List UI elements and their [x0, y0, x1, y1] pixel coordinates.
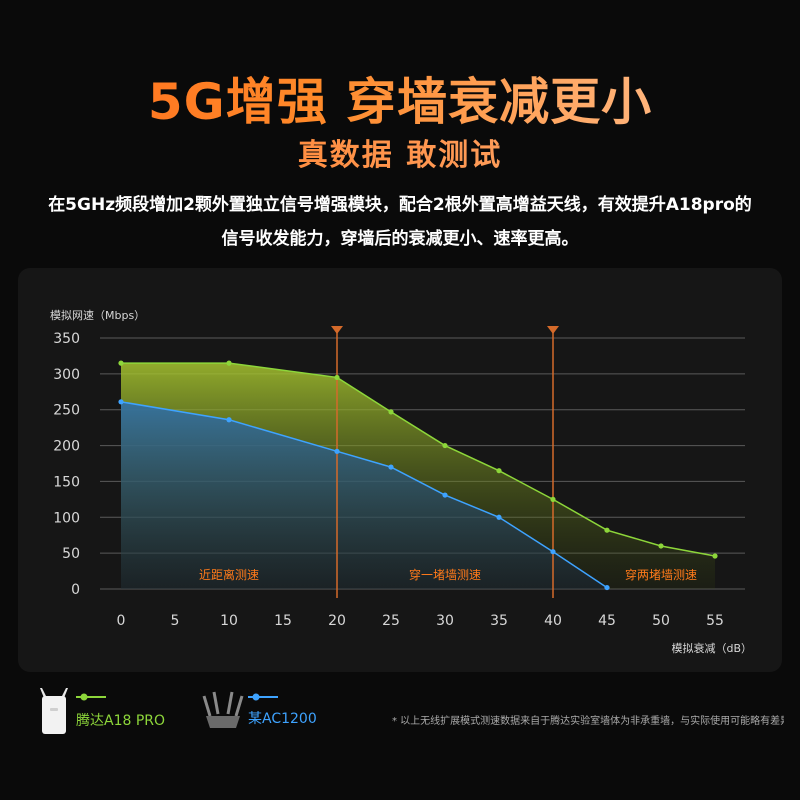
- y-tick-label: 250: [53, 403, 80, 419]
- data-point-ac1200: [496, 514, 502, 520]
- x-tick-label: 25: [382, 613, 400, 629]
- data-point-a18: [226, 360, 232, 366]
- router-icon: [40, 688, 68, 734]
- data-point-a18: [442, 442, 448, 449]
- x-tick-label: 45: [598, 613, 616, 629]
- zone-label: 近距离测速: [199, 567, 259, 582]
- data-point-a18: [550, 496, 556, 502]
- data-point-a18: [334, 374, 340, 381]
- x-tick-label: 55: [706, 613, 724, 629]
- data-point-ac1200: [604, 584, 610, 591]
- series-line-ac1200: [120, 401, 608, 589]
- router-antenna-icon: [202, 691, 244, 728]
- x-tick-label: 20: [328, 613, 346, 629]
- y-tick-label: 50: [62, 546, 80, 562]
- data-point-a18: [604, 527, 610, 533]
- data-point-a18: [496, 468, 502, 474]
- y-tick-label: 0: [71, 582, 80, 598]
- speed-chart: 0 50 100 150 200 250 300 350 0 5 10 15 20 25 30 35 40 45 5…: [50, 308, 752, 655]
- x-axis-label: 模拟衰减（dB）: [671, 641, 752, 655]
- y-tick-label: 350: [53, 331, 80, 347]
- legend-item-a18: 腾达A18 PRO: [34, 682, 214, 742]
- x-tick-label: 50: [652, 613, 670, 629]
- data-point-a18: [388, 409, 394, 415]
- y-axis-label: 模拟网速（Mbps）: [50, 308, 145, 322]
- legend-swatch-a18: [76, 693, 106, 701]
- legend-label-ac1200: 某AC1200: [248, 711, 317, 727]
- description: 在5GHz频段增加2颗外置独立信号增强模块，配合2根外置高增益天线，有效提升A1…: [48, 195, 752, 249]
- x-tick-label: 30: [436, 613, 454, 629]
- area-ac1200: [121, 401, 607, 589]
- data-point-ac1200: [442, 492, 448, 498]
- data-point-a18: [658, 543, 664, 549]
- data-point-a18: [712, 553, 718, 559]
- y-tick-label: 150: [53, 474, 80, 490]
- zone-label: 穿一堵墙测速: [409, 567, 481, 582]
- x-tick-label: 35: [490, 613, 508, 629]
- legend-swatch-ac1200: [248, 693, 278, 701]
- data-point-ac1200: [388, 464, 394, 470]
- zone-divider-marker: [331, 326, 343, 334]
- series-line-a18: [121, 362, 716, 557]
- x-tick-label: 5: [171, 613, 180, 629]
- x-tick-label: 0: [117, 613, 126, 629]
- data-point-a18: [118, 360, 124, 366]
- legend-item-ac1200: 某AC1200: [200, 682, 400, 742]
- data-point-ac1200: [118, 399, 124, 405]
- x-tick-label: 10: [220, 613, 238, 629]
- legend-label-a18: 腾达A18 PRO: [76, 713, 166, 729]
- chart-panel: 0 50 100 150 200 250 300 350 0 5 10 15 20 25 30 35 40 45 5…: [18, 268, 782, 672]
- zone-label: 穿两堵墙测速: [625, 567, 697, 582]
- headline: 5G增强 穿墙衰减更小: [0, 70, 800, 134]
- footnote: * 以上无线扩展模式测速数据来自于腾达实验室墙体为非承重墙，与实际使用可能略有差…: [392, 716, 784, 727]
- x-tick-label: 40: [544, 613, 562, 629]
- y-tick-label: 200: [53, 439, 80, 455]
- data-point-ac1200: [334, 448, 340, 454]
- zone-divider-marker: [547, 326, 559, 334]
- x-tick-label: 15: [274, 613, 292, 629]
- data-point-ac1200: [226, 417, 232, 423]
- subheadline: 真数据 敢测试: [0, 134, 800, 178]
- data-point-ac1200: [550, 549, 556, 555]
- y-tick-label: 100: [53, 510, 80, 526]
- y-tick-label: 300: [53, 367, 80, 383]
